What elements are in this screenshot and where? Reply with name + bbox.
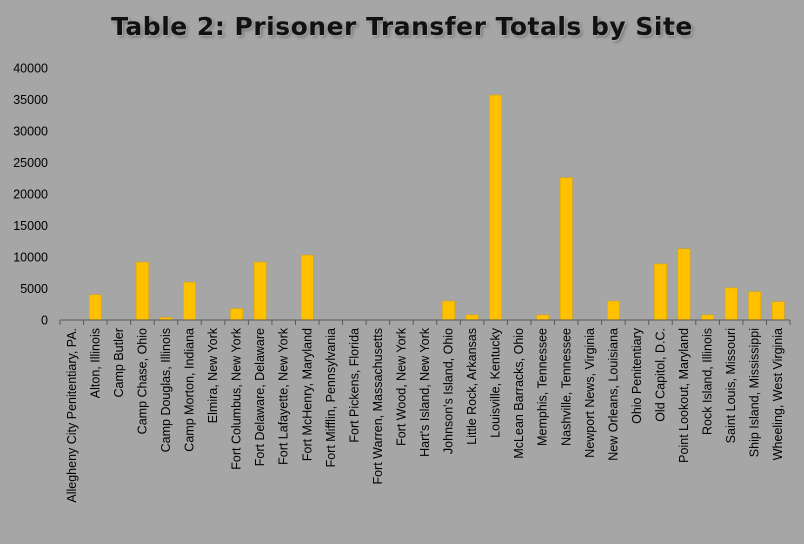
y-tick-label: 25000 [13, 156, 48, 170]
category-label: Ship Island, Mississippi [748, 328, 762, 457]
bar [607, 300, 620, 321]
category-label: Camp Douglas, Illinois [159, 328, 173, 452]
category-label: Fort Mifflin, Pennsylvania [324, 328, 338, 467]
category-label: Newport News, Virginia [583, 328, 597, 458]
bar [88, 294, 102, 321]
category-label: Camp Butler [112, 328, 126, 397]
bar [442, 300, 455, 321]
y-tick-label: 30000 [13, 125, 48, 139]
category-label: Hart's Island, New York [418, 327, 432, 457]
category-label: Wheeling, West Virginia [771, 328, 785, 460]
category-label: Louisville, Kentucky [489, 327, 503, 438]
y-tick-label: 0 [41, 314, 48, 328]
x-axis: Allegheny City Penitentiary, PA. Alton, I… [59, 319, 791, 503]
category-label: Rock Island, Illinois [701, 328, 715, 435]
bar [724, 287, 738, 321]
y-tick-label: 5000 [20, 282, 48, 296]
y-tick-label: 40000 [13, 62, 48, 76]
bar [253, 261, 267, 321]
bar [748, 291, 762, 321]
y-tick-label: 15000 [13, 219, 48, 233]
category-label: Fort Lafayette, New York [277, 327, 291, 465]
category-label: McLean Barracks, Ohio [512, 328, 526, 459]
bars [88, 94, 785, 321]
y-axis: 0 5000 10000 15000 20000 25000 30000 35000 40000 [13, 62, 48, 328]
bar [559, 177, 573, 321]
category-label: Old Capitol, D.C. [653, 328, 667, 422]
category-label: Fort Warren, Massachusetts [371, 328, 385, 485]
bar [536, 314, 550, 321]
category-label: New Orleans, Louisiana [606, 328, 620, 461]
bar [230, 308, 243, 321]
chart-title: Table 2: Prisoner Transfer Totals by Sit… [111, 12, 693, 41]
category-label: Elmira, New York [206, 327, 220, 423]
category-label: Camp Chase, Ohio [135, 328, 149, 434]
bar [677, 248, 691, 321]
category-label: Alton, Illinois [88, 328, 102, 398]
bar [771, 301, 785, 321]
bar [654, 263, 667, 321]
category-label: Point Lookout, Maryland [677, 328, 691, 463]
bar [489, 94, 503, 321]
bar [701, 314, 714, 321]
category-label: Memphis, Tennessee [536, 328, 550, 446]
category-label: Camp Morton, Indiana [183, 328, 197, 452]
category-label: Johnson's Island, Ohio [442, 328, 456, 454]
category-label: Ohio Penitentiary [630, 327, 644, 424]
category-label: Fort McHenry, Maryland [300, 328, 314, 461]
bar [183, 281, 196, 321]
category-label: Fort Delaware, Delaware [253, 328, 267, 466]
category-label: Nashville, Tennessee [559, 328, 573, 446]
category-label: Allegheny City Penitentiary, PA. [65, 328, 79, 503]
category-label: Fort Wood, New York [394, 327, 408, 446]
y-tick-label: 20000 [13, 188, 48, 202]
category-label: Fort Pickens, Florida [347, 328, 361, 443]
category-label: Saint Louis, Missouri [724, 328, 738, 443]
category-label: Little Rock, Arkansas [465, 328, 479, 445]
bar [300, 254, 314, 321]
bar [465, 314, 479, 321]
category-label: Fort Columbus, New York [230, 327, 244, 469]
bar [136, 261, 149, 321]
y-tick-label: 35000 [13, 93, 48, 107]
y-tick-label: 10000 [13, 251, 48, 265]
